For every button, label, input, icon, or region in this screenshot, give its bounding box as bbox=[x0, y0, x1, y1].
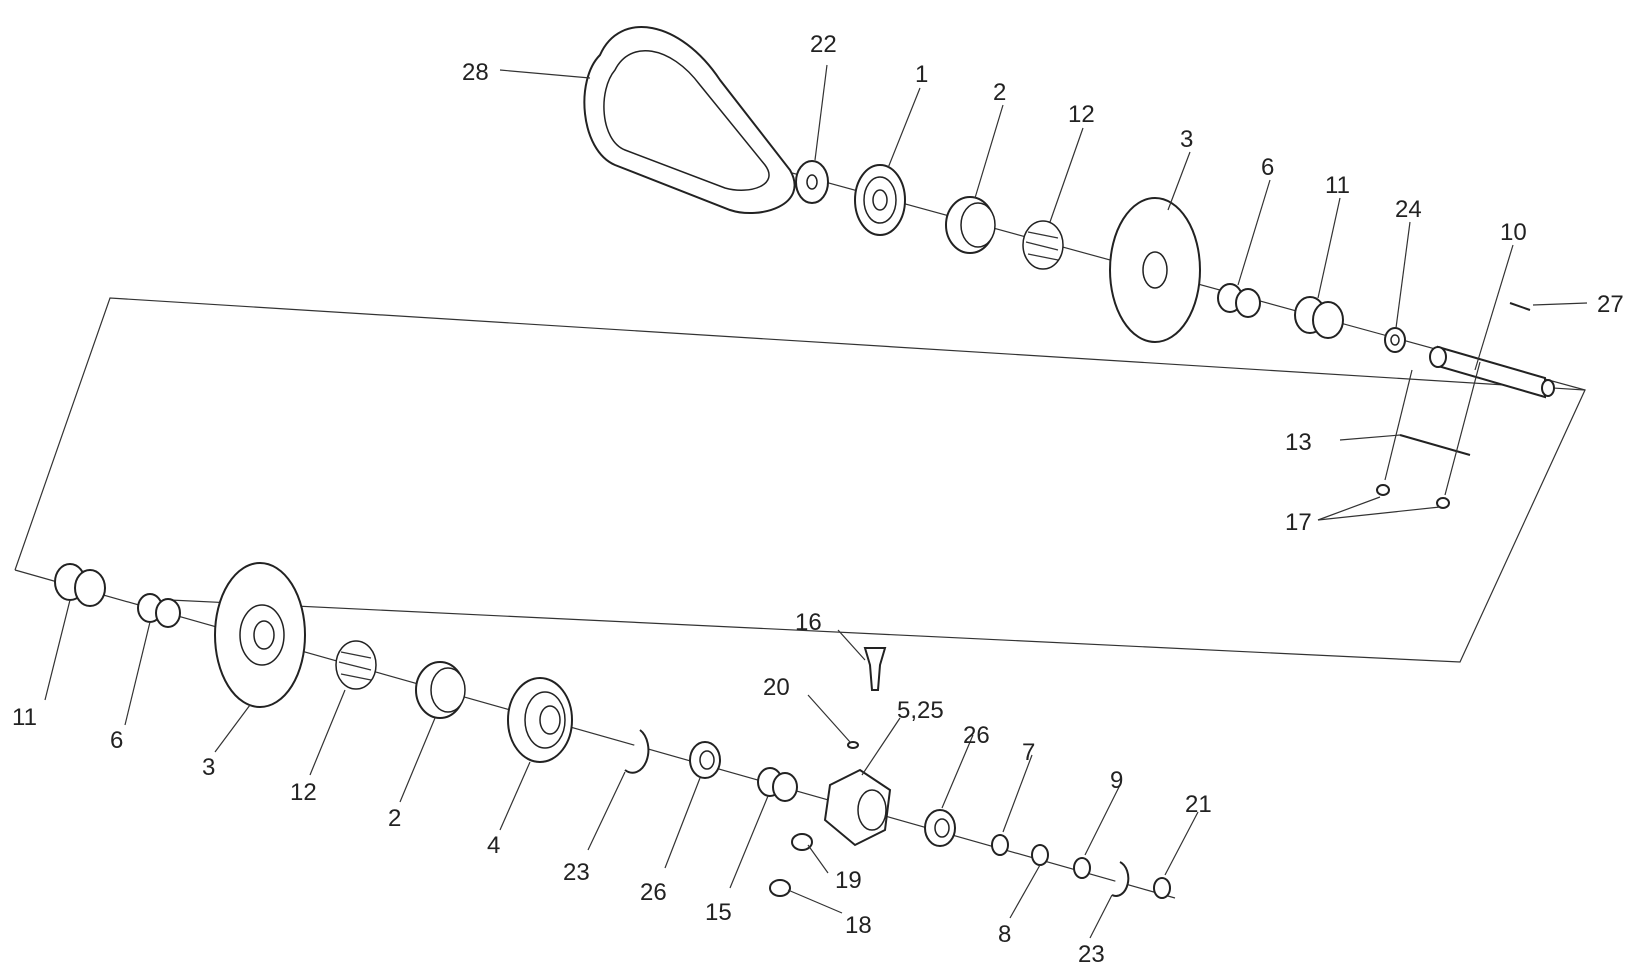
label-21: 21 bbox=[1185, 791, 1212, 818]
part-3-pulley-disc-lower bbox=[214, 562, 306, 708]
label-28: 28 bbox=[462, 59, 489, 86]
part-10-shaft bbox=[1429, 345, 1555, 399]
label-23-right: 23 bbox=[1078, 941, 1105, 968]
label-4: 4 bbox=[487, 832, 500, 859]
part-6-bushing-lower bbox=[137, 593, 181, 628]
part-24-nut bbox=[1384, 327, 1406, 353]
part-6-bushing-upper bbox=[1217, 283, 1261, 318]
part-22-washer bbox=[795, 160, 829, 204]
part-2-spring-seat-upper bbox=[945, 196, 996, 254]
label-5-25: 5,25 bbox=[897, 697, 944, 724]
label-13: 13 bbox=[1285, 429, 1312, 456]
label-27: 27 bbox=[1597, 291, 1624, 318]
label-16: 16 bbox=[795, 609, 822, 636]
part-9-ring bbox=[1073, 857, 1091, 879]
part-labels: 28 22 1 2 12 3 6 11 24 10 27 13 17 11 6 … bbox=[12, 31, 1624, 968]
label-15: 15 bbox=[705, 899, 732, 926]
part-26-bearing-right bbox=[924, 809, 956, 847]
label-7: 7 bbox=[1022, 739, 1035, 766]
part-28-drive-belt bbox=[583, 26, 796, 214]
label-26-right: 26 bbox=[963, 722, 990, 749]
label-6-upper: 6 bbox=[1261, 154, 1274, 181]
label-2-lower: 2 bbox=[388, 805, 401, 832]
part-23-circlip-lower bbox=[624, 729, 650, 774]
part-7-ring bbox=[991, 834, 1009, 856]
label-10: 10 bbox=[1500, 219, 1527, 246]
label-11-lower: 11 bbox=[12, 704, 37, 731]
part-1-bearing bbox=[854, 164, 906, 236]
part-21-ring bbox=[1153, 877, 1171, 899]
part-27-pin bbox=[1509, 302, 1531, 311]
label-9: 9 bbox=[1110, 767, 1123, 794]
label-17: 17 bbox=[1285, 509, 1312, 536]
part-3-pulley-disc-upper bbox=[1109, 197, 1201, 343]
label-23-lower: 23 bbox=[563, 859, 590, 886]
label-12-lower: 12 bbox=[290, 779, 317, 806]
part-19-nut bbox=[791, 833, 813, 851]
label-26-lower: 26 bbox=[640, 879, 667, 906]
label-18: 18 bbox=[845, 912, 872, 939]
part-20-washer-small bbox=[847, 741, 859, 749]
part-13-key-bar bbox=[1399, 434, 1471, 456]
part-4-pulley bbox=[507, 677, 573, 763]
label-24: 24 bbox=[1395, 196, 1422, 223]
label-3-lower: 3 bbox=[202, 754, 215, 781]
part-5-25-housing bbox=[823, 768, 892, 847]
label-11-upper: 11 bbox=[1325, 172, 1350, 199]
part-11-sleeve-lower bbox=[54, 563, 106, 607]
part-8-ring bbox=[1031, 844, 1049, 866]
part-18-nut bbox=[769, 879, 791, 897]
label-19: 19 bbox=[835, 867, 862, 894]
label-6-lower: 6 bbox=[110, 727, 123, 754]
leader-lines bbox=[44, 64, 1588, 939]
label-22: 22 bbox=[810, 31, 837, 58]
part-16-bolt bbox=[863, 647, 887, 691]
part-2-spring-seat-lower bbox=[415, 661, 466, 719]
part-11-sleeve-upper bbox=[1294, 296, 1344, 339]
part-12-spring-lower bbox=[335, 640, 377, 690]
assembly-axis-lines bbox=[14, 144, 1586, 899]
label-12-upper: 12 bbox=[1068, 101, 1095, 128]
label-1: 1 bbox=[915, 61, 928, 88]
label-3-upper: 3 bbox=[1180, 126, 1193, 153]
label-8: 8 bbox=[998, 921, 1011, 948]
part-23-circlip-right bbox=[1111, 861, 1130, 897]
part-15-spacer bbox=[757, 767, 798, 802]
part-17-screws bbox=[1376, 484, 1450, 509]
part-12-spring-upper bbox=[1022, 220, 1064, 270]
label-20: 20 bbox=[763, 674, 790, 701]
part-26-bearing-lower bbox=[689, 741, 721, 779]
label-2-upper: 2 bbox=[993, 79, 1006, 106]
